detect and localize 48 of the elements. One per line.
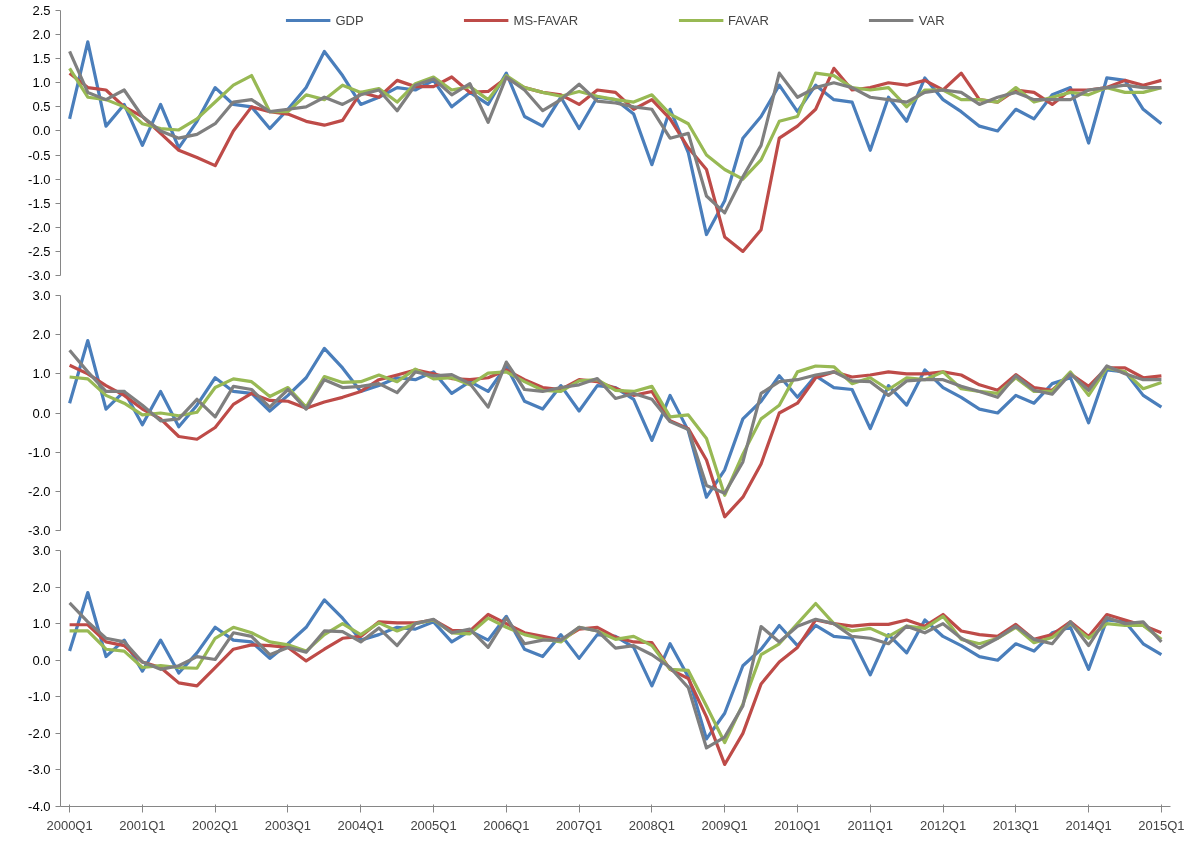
- y-tick-label: -2.5: [28, 243, 51, 259]
- x-tick-label: 2002Q1: [192, 817, 239, 833]
- y-tick-label: -1.5: [28, 195, 51, 211]
- y-tick-label: 1.0: [32, 75, 51, 91]
- x-tick-label: 2001Q1: [119, 817, 166, 833]
- y-tick-label: 0.0: [32, 405, 51, 421]
- y-tick-label: 0.0: [32, 123, 51, 139]
- legend-label: MS-FAVAR: [513, 12, 579, 28]
- y-tick-label: -1.0: [28, 444, 51, 460]
- x-tick-label: 2000Q1: [46, 817, 93, 833]
- y-tick-label: -3.0: [28, 268, 51, 283]
- x-tick-label: 2005Q1: [410, 817, 457, 833]
- x-tick-label: 2006Q1: [483, 817, 530, 833]
- y-tick-label: 2.5: [32, 3, 51, 18]
- x-tick-label: 2008Q1: [628, 817, 676, 833]
- y-tick-label: 0.0: [32, 652, 51, 668]
- y-tick-label: 1.0: [32, 366, 51, 382]
- y-tick-label: 3.0: [32, 288, 51, 303]
- x-tick-label: 2007Q1: [555, 817, 603, 833]
- x-tick-label: 2009Q1: [701, 817, 748, 833]
- x-tick-label: 2014Q1: [1065, 817, 1112, 833]
- line-series: [68, 49, 1163, 215]
- y-tick-label: -1.0: [28, 689, 51, 705]
- legend-label: GDP: [335, 12, 364, 28]
- x-tick-label: 2012Q1: [919, 817, 967, 833]
- y-tick-label: -0.5: [28, 147, 51, 163]
- y-tick-label: 0.5: [32, 99, 51, 115]
- y-tick-label: -3.0: [28, 523, 51, 538]
- y-tick-label: -2.0: [28, 219, 51, 235]
- legend-label: VAR: [918, 12, 945, 28]
- x-tick-label: 2010Q1: [774, 817, 821, 833]
- y-tick-label: -4.0: [28, 799, 51, 814]
- x-tick-label: 2004Q1: [337, 817, 384, 833]
- x-tick-label: 2013Q1: [992, 817, 1039, 833]
- y-tick-label: 1.5: [32, 51, 51, 67]
- y-tick-label: 2.0: [32, 579, 51, 595]
- y-tick-label: -2.0: [28, 725, 51, 741]
- x-tick-label: 2015Q1: [1138, 817, 1185, 833]
- y-tick-label: -3.0: [28, 762, 51, 778]
- y-tick-label: 2.0: [32, 27, 51, 43]
- y-tick-label: 1.0: [32, 616, 51, 632]
- x-tick-label: 2003Q1: [264, 817, 312, 833]
- x-tick-label: 2011Q1: [847, 817, 893, 833]
- y-tick-label: 2.0: [32, 327, 51, 343]
- y-tick-label: -2.0: [28, 483, 51, 499]
- y-tick-label: 3.0: [32, 543, 51, 558]
- legend-label: FAVAR: [728, 12, 769, 28]
- y-tick-label: -1.0: [28, 171, 51, 187]
